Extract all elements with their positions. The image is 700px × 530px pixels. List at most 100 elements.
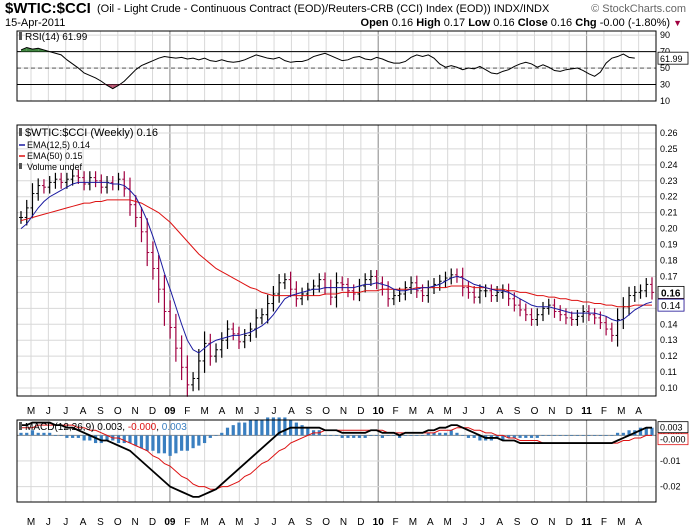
high-label: High — [416, 17, 441, 29]
macd-x-tick-label: S — [97, 517, 104, 528]
macd-histogram-bar — [122, 435, 126, 444]
macd-histogram-bar — [564, 435, 568, 436]
macd-histogram-bar — [334, 435, 339, 436]
macd-histogram-bar — [552, 435, 557, 436]
macd-histogram-bar — [128, 435, 132, 444]
macd-histogram-bar — [398, 435, 402, 438]
open-value: 0.16 — [391, 17, 414, 29]
macd-histogram-bar — [392, 435, 396, 436]
price-x-tick-label: F — [601, 406, 607, 417]
macd-x-tick-label: A — [219, 517, 226, 528]
macd-histogram-bar — [638, 427, 643, 436]
volume-legend-icon — [19, 163, 22, 169]
price-x-tick-label: M — [617, 406, 625, 417]
macd-histogram-bar — [185, 435, 189, 451]
macd-histogram-bar — [99, 435, 103, 444]
macd-histogram-bar — [93, 435, 98, 444]
macd-histogram-bar — [48, 432, 52, 436]
macd-x-tick-label: J — [63, 517, 68, 528]
macd-x-tick-label: A — [635, 517, 642, 528]
macd-histogram-bar — [575, 435, 580, 436]
macd-x-tick-label: F — [393, 517, 399, 528]
macd-legend-part: MACD(12,26,9) — [25, 422, 97, 433]
rsi-y-tick-label: 10 — [660, 96, 670, 106]
price-x-tick-label: O — [322, 406, 330, 417]
price-x-tick-label: N — [132, 406, 139, 417]
rsi-overbought-fill — [26, 47, 33, 52]
macd-histogram-bar — [340, 435, 344, 438]
macd-y-tick-label: -0.02 — [660, 482, 681, 492]
macd-panel-border — [16, 419, 657, 503]
macd-histogram-bar — [151, 435, 155, 451]
header-date: 15-Apr-2011 — [5, 17, 66, 29]
macd-histogram-bar — [162, 435, 167, 454]
macd-histogram-bar — [409, 435, 413, 436]
macd-histogram-bar — [254, 420, 258, 436]
price-x-tick-label: M — [235, 406, 243, 417]
macd-histogram-bar — [25, 432, 29, 436]
macd-x-tick-label: J — [254, 517, 259, 528]
macd-x-tick-label: M — [235, 517, 243, 528]
macd-histogram-bar — [615, 432, 620, 436]
macd-x-tick-label: N — [132, 517, 139, 528]
macd-legend-part: , — [156, 422, 162, 433]
price-y-tick-label: 0.21 — [660, 208, 678, 218]
macd-histogram-bar — [420, 435, 425, 436]
macd-histogram-bar — [375, 435, 379, 436]
price-y-tick-label: 0.19 — [660, 240, 678, 250]
macd-histogram-bar — [621, 432, 625, 436]
price-y-tick-label: 0.24 — [660, 160, 678, 170]
rsi-last-value-box — [657, 51, 689, 65]
macd-histogram-bar — [116, 435, 121, 444]
rsi-legend: RSI(14) 61.99 — [25, 32, 88, 43]
macd-histogram-bar — [524, 435, 528, 438]
price-x-tick-label: A — [427, 406, 434, 417]
macd-histogram-bar — [300, 425, 304, 436]
macd-x-tick-label: N — [340, 517, 347, 528]
price-x-tick-label: D — [357, 406, 364, 417]
header-symbol: $WTIC:$CCI — [5, 0, 91, 17]
macd-line — [21, 421, 652, 498]
macd-histogram-bar — [627, 430, 631, 436]
price-x-tick-label: J — [480, 406, 485, 417]
low-value: 0.16 — [493, 17, 515, 29]
macd-x-tick-label: M — [200, 517, 208, 528]
macd-histogram-bar — [535, 435, 539, 438]
macd-histogram-bar — [237, 422, 241, 436]
price-y-tick-label: 0.26 — [660, 128, 678, 138]
macd-x-tick-label: A — [288, 517, 295, 528]
price-x-tick-label: J — [254, 406, 259, 417]
macd-histogram-bar — [455, 432, 459, 436]
macd-histogram-bar — [30, 430, 35, 436]
macd-histogram-bar — [260, 420, 264, 436]
price-x-tick-label: M — [443, 406, 451, 417]
macd-histogram-bar — [53, 435, 58, 436]
macd-signal-last-value-box — [657, 433, 689, 446]
macd-histogram-bar — [191, 435, 195, 449]
rsi-panel-border — [16, 30, 657, 102]
macd-histogram-bar — [581, 435, 585, 436]
price-y-tick-label: 0.14 — [660, 319, 678, 329]
macd-histogram-bar — [71, 435, 75, 438]
macd-histogram-bar — [380, 435, 384, 438]
price-x-tick-label: N — [340, 406, 347, 417]
price-x-tick-label: J — [63, 406, 68, 417]
macd-x-tick-label: J — [46, 517, 51, 528]
macd-histogram-bar — [88, 435, 92, 441]
price-y-tick-label: 0.10 — [660, 383, 678, 393]
macd-histogram-bar — [518, 435, 522, 438]
macd-histogram-bar — [386, 435, 390, 436]
price-y-tick-label: 0.18 — [660, 256, 678, 266]
macd-histogram-bar — [76, 435, 80, 438]
price-x-tick-label: 11 — [581, 406, 592, 417]
price-x-tick-label: O — [531, 406, 539, 417]
macd-x-tick-label: M — [27, 517, 35, 528]
macd-x-tick-label: D — [357, 517, 364, 528]
ema-50-line — [20, 199, 652, 308]
price-y-tick-label: 0.17 — [660, 271, 678, 281]
macd-legend-icon — [19, 422, 22, 430]
macd-histogram-bar — [157, 435, 161, 454]
macd-histogram-bar — [174, 435, 178, 454]
macd-x-tick-label: M — [409, 517, 417, 528]
chg-down-icon: ▼ — [673, 18, 682, 28]
